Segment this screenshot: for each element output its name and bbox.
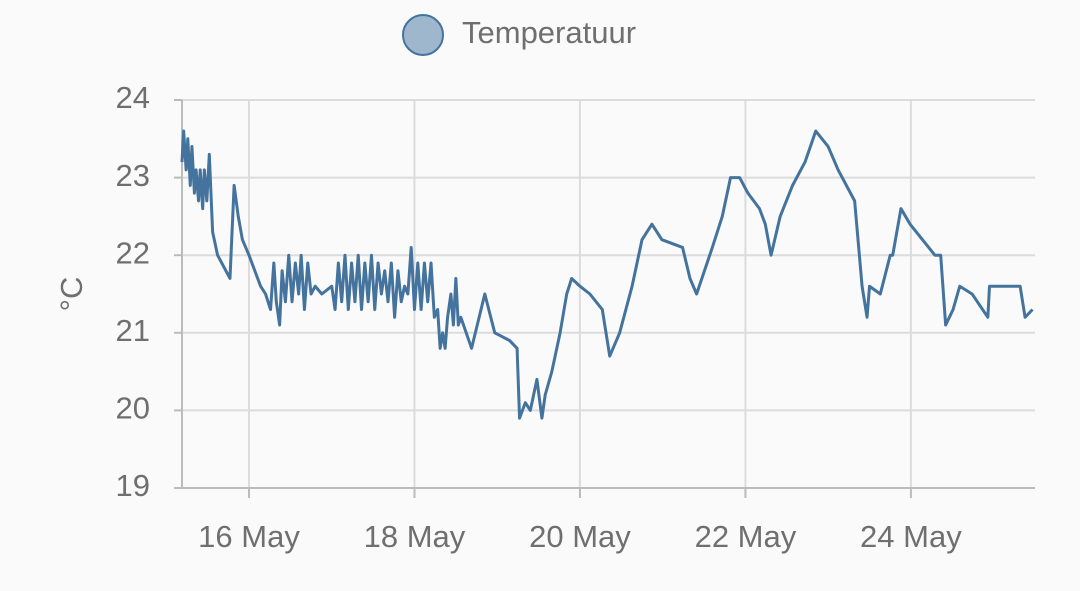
y-axis-label: °C	[54, 277, 89, 312]
legend-marker	[402, 14, 444, 56]
y-tick-label: 21	[116, 313, 150, 348]
x-tick-label: 20 May	[529, 519, 631, 554]
y-tick-label: 22	[116, 235, 150, 270]
y-tick-label: 19	[116, 468, 150, 503]
legend-label: Temperatuur	[462, 15, 636, 50]
temperature-line	[180, 129, 1034, 420]
x-tick-label: 16 May	[198, 519, 300, 554]
x-tick-label: 22 May	[695, 519, 797, 554]
y-tick-label: 24	[116, 80, 150, 115]
x-tick-label: 24 May	[860, 519, 962, 554]
y-tick-label: 23	[116, 158, 150, 193]
x-tick-label: 18 May	[364, 519, 466, 554]
y-tick-label: 20	[116, 391, 150, 426]
